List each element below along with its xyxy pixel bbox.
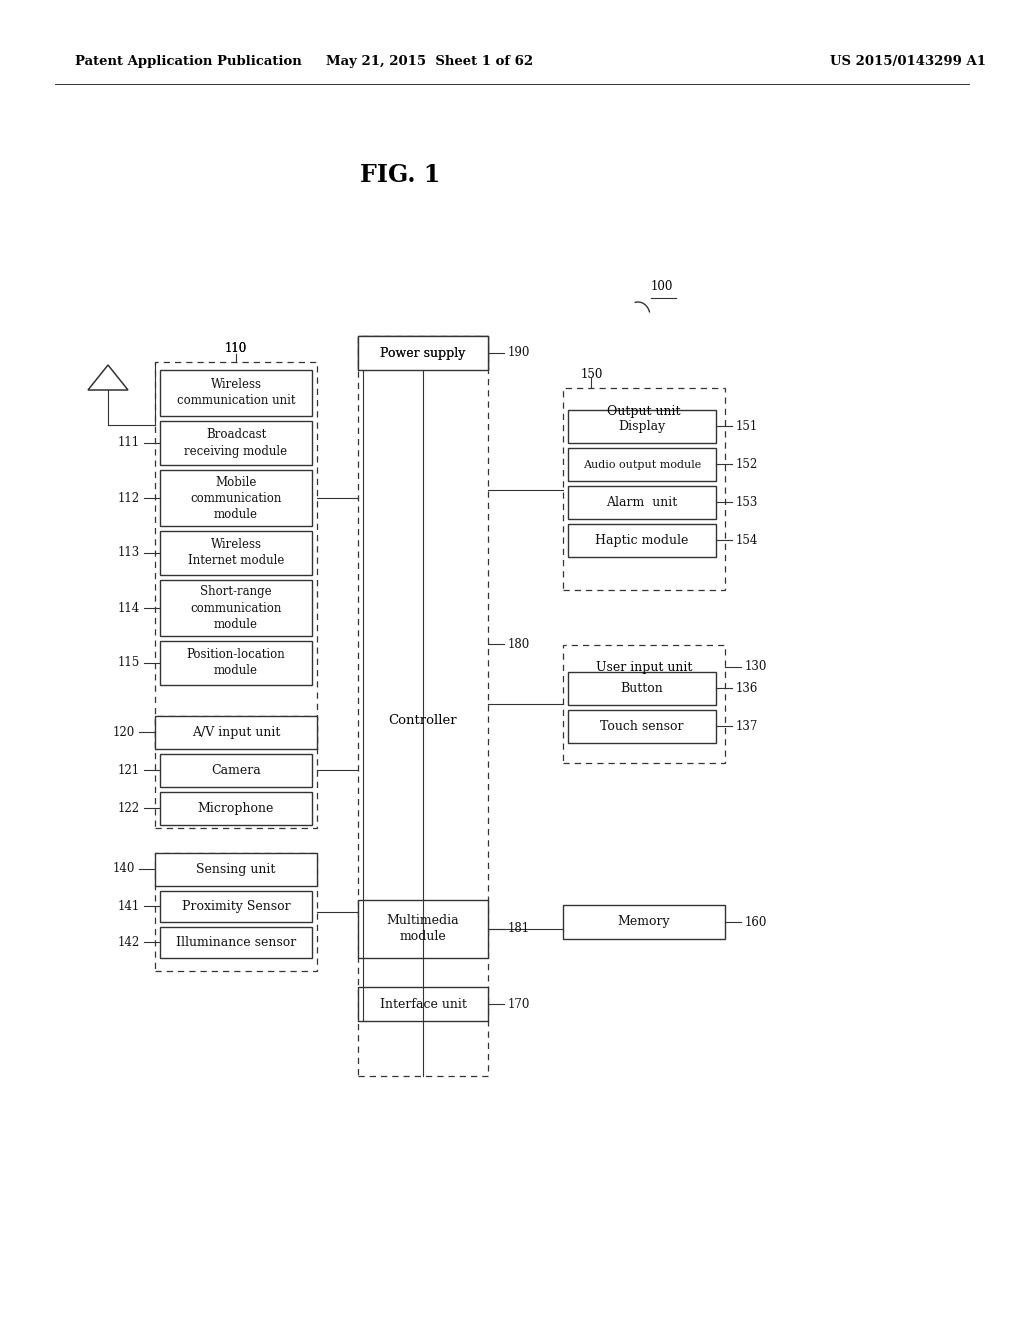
Text: 190: 190 <box>508 346 530 359</box>
Bar <box>568 524 716 557</box>
Text: Microphone: Microphone <box>198 803 274 814</box>
Text: 141: 141 <box>118 899 140 912</box>
Text: 110: 110 <box>225 342 247 355</box>
Text: US 2015/0143299 A1: US 2015/0143299 A1 <box>830 55 986 69</box>
Text: 113: 113 <box>118 546 140 560</box>
Text: 140: 140 <box>113 862 135 875</box>
Bar <box>160 927 312 958</box>
Bar <box>358 900 488 958</box>
Text: Display: Display <box>618 420 666 433</box>
Text: Short-range
communication
module: Short-range communication module <box>190 586 282 631</box>
Text: Button: Button <box>621 682 664 696</box>
Text: 160: 160 <box>745 916 767 928</box>
Text: Touch sensor: Touch sensor <box>600 719 684 733</box>
Text: Wireless
communication unit: Wireless communication unit <box>177 379 295 408</box>
Text: 180: 180 <box>508 638 530 651</box>
Bar <box>155 853 317 972</box>
Bar <box>563 645 725 763</box>
Text: Position-location
module: Position-location module <box>186 648 286 677</box>
Bar <box>568 672 716 705</box>
Bar <box>160 579 312 636</box>
Text: Alarm  unit: Alarm unit <box>606 496 678 510</box>
Text: 120: 120 <box>113 726 135 738</box>
Text: 150: 150 <box>581 367 603 380</box>
Text: 152: 152 <box>736 458 758 470</box>
Text: A/V input unit: A/V input unit <box>191 726 281 739</box>
Bar <box>563 906 725 939</box>
Text: Proximity Sensor: Proximity Sensor <box>181 900 291 913</box>
Text: 181: 181 <box>508 923 530 936</box>
Bar <box>160 370 312 416</box>
Text: Controller: Controller <box>389 714 458 727</box>
Text: Power supply: Power supply <box>380 346 466 359</box>
Text: Mobile
communication
module: Mobile communication module <box>190 475 282 520</box>
Text: Interface unit: Interface unit <box>380 998 467 1011</box>
Text: Wireless
Internet module: Wireless Internet module <box>187 539 285 568</box>
Text: 154: 154 <box>736 533 759 546</box>
Text: Illuminance sensor: Illuminance sensor <box>176 936 296 949</box>
Bar <box>568 486 716 519</box>
Bar <box>358 337 488 370</box>
Text: Haptic module: Haptic module <box>595 535 689 546</box>
Text: User input unit: User input unit <box>596 660 692 673</box>
Text: 170: 170 <box>508 998 530 1011</box>
Bar <box>160 792 312 825</box>
Bar <box>155 715 317 828</box>
Text: FIG. 1: FIG. 1 <box>359 162 440 187</box>
Bar <box>155 853 317 886</box>
Bar <box>160 470 312 525</box>
Bar <box>160 531 312 576</box>
Text: 100: 100 <box>651 280 674 293</box>
Text: Patent Application Publication: Patent Application Publication <box>75 55 302 69</box>
Text: 137: 137 <box>736 719 759 733</box>
Text: May 21, 2015  Sheet 1 of 62: May 21, 2015 Sheet 1 of 62 <box>327 55 534 69</box>
Bar <box>358 987 488 1020</box>
Text: Sensing unit: Sensing unit <box>197 863 275 876</box>
Text: 110: 110 <box>225 342 247 355</box>
Bar <box>568 710 716 743</box>
Bar <box>160 642 312 685</box>
Bar <box>160 754 312 787</box>
Text: 112: 112 <box>118 491 140 504</box>
Text: Audio output module: Audio output module <box>583 459 701 470</box>
Text: Output unit: Output unit <box>607 404 681 417</box>
Text: 151: 151 <box>736 420 758 433</box>
Bar <box>160 891 312 921</box>
Text: 122: 122 <box>118 801 140 814</box>
Bar <box>155 362 317 750</box>
Text: Broadcast
receiving module: Broadcast receiving module <box>184 429 288 458</box>
Text: Power supply: Power supply <box>380 346 466 359</box>
Bar <box>568 447 716 480</box>
Text: 142: 142 <box>118 936 140 949</box>
Bar <box>358 337 488 1076</box>
Text: Memory: Memory <box>617 916 671 928</box>
Text: 130: 130 <box>745 660 767 673</box>
Text: 136: 136 <box>736 681 759 694</box>
Bar <box>358 337 488 370</box>
Bar <box>568 411 716 444</box>
Text: 115: 115 <box>118 656 140 669</box>
Text: 114: 114 <box>118 602 140 615</box>
Text: 111: 111 <box>118 437 140 450</box>
Text: 153: 153 <box>736 495 759 508</box>
Text: Camera: Camera <box>211 764 261 777</box>
Bar <box>160 421 312 465</box>
Bar <box>155 715 317 748</box>
Text: Multimedia
module: Multimedia module <box>387 915 460 944</box>
Bar <box>563 388 725 590</box>
Text: 121: 121 <box>118 763 140 776</box>
